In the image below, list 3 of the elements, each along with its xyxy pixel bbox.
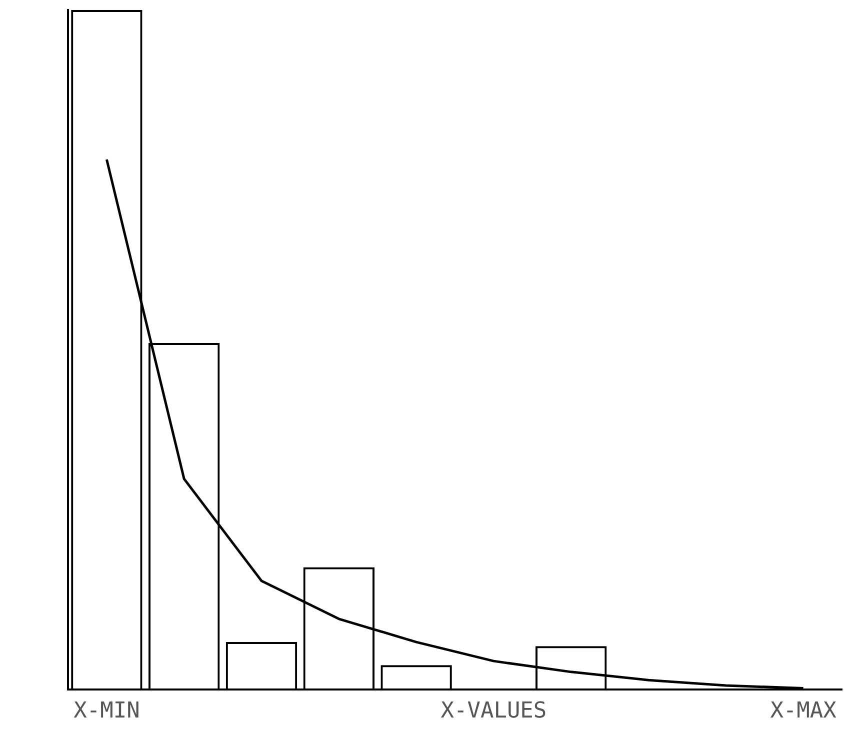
- x-tick-label: X-MIN: [74, 698, 140, 724]
- x-tick-label: X-MAX: [770, 698, 838, 724]
- x-tick-label: X-VALUES: [440, 698, 547, 724]
